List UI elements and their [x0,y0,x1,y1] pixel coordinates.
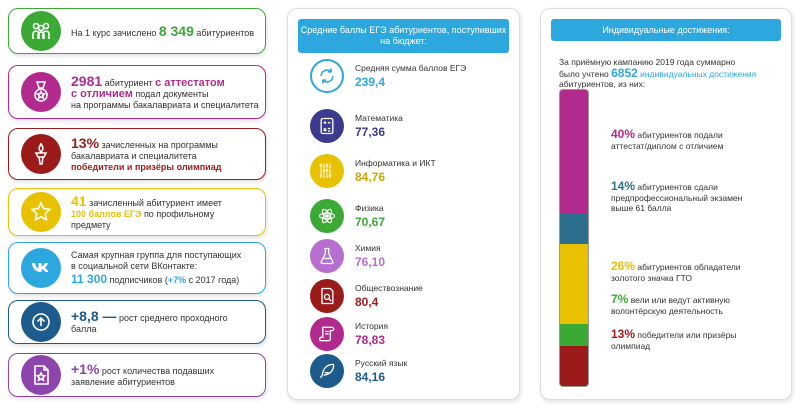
bar-segment [560,90,588,213]
subject-score: 239,4 [355,75,386,89]
atom-icon [310,199,344,233]
subject-total: Средняя сумма баллов ЕГЭ 239,4 [310,59,510,93]
subject-score: 76,10 [355,255,386,269]
subject-score: 84,16 [355,370,386,384]
vk-icon [21,248,61,288]
hundred-points-text: 41 зачисленный абитуриент имеет 100 балл… [71,192,222,230]
exam-scores-panel: Средние баллы ЕГЭ абитуриентов, поступив… [287,8,520,400]
bar-segment [560,324,588,346]
subject-social: Обществознание 80,4 [310,279,510,313]
feather-icon [310,354,344,388]
people-icon [21,11,61,51]
bar-segment [560,244,588,324]
subject-physics: Физика 70,67 [310,199,510,233]
subject-score: 84,76 [355,170,386,184]
subject-history: История 78,83 [310,317,510,351]
achievement-volunteer: 7% вели или ведут активную волонтёрскую … [611,292,730,316]
torch-icon [21,134,61,174]
svg-text:1001: 1001 [320,169,332,175]
enrolled-text: На 1 курс зачислено 8 349 абитуриентов [71,22,255,39]
subject-label: История [355,321,388,331]
book-search-icon [310,279,344,313]
medal-icon [21,72,61,112]
svg-text:0110: 0110 [320,174,332,180]
subject-label: Физика [355,203,384,213]
flask-icon [310,239,344,273]
honors-card: 2981 абитуриент с аттестатом с отличием … [8,65,266,119]
subject-score: 77,36 [355,125,386,139]
subject-informatics: 0101 1001 0110 Информатика и ИКТ 84,76 [310,154,510,188]
subject-score: 80,4 [355,295,379,309]
honors-text: 2981 абитуриент с аттестатом с отличием … [71,72,259,110]
scroll-icon [310,317,344,351]
achievements-intro: За приёмную кампанию 2019 года суммарно … [559,57,757,89]
applications-text: +1% рост количества подавших заявление а… [71,361,215,387]
bar-segment [560,346,588,386]
subject-label: Химия [355,243,381,253]
subject-score: 78,83 [355,333,386,347]
subject-score: 70,67 [355,215,386,229]
exam-scores-header: Средние баллы ЕГЭ абитуриентов, поступив… [298,19,509,53]
subject-label: Информатика и ИКТ [355,158,436,168]
olympiad-card: 13% зачисленных на программы бакалавриат… [8,128,266,180]
hundred-points-card: 41 зачисленный абитуриент имеет 100 балл… [8,188,266,236]
vk-group-text: Самая крупная группа для поступающих в с… [71,250,242,286]
vk-group-card: Самая крупная группа для поступающих в с… [8,242,266,294]
refresh-icon [310,59,344,93]
subject-chemistry: Химия 76,10 [310,239,510,273]
svg-text:0101: 0101 [320,164,332,170]
bar-outline [559,89,589,387]
achievements-panel: Индивидуальные достижения: За приёмную к… [540,8,792,400]
achievement-honors: 40% абитуриентов подали аттестат/диплом … [611,127,724,151]
subject-label: Русский язык [355,358,408,368]
passing-score-card: +8,8 — рост среднего проходного балла [8,300,266,344]
achievement-olympiad: 13% победители или призёры олимпиад [611,327,737,351]
bar-segment [560,213,588,244]
applications-card: +1% рост количества подавших заявление а… [8,353,266,397]
subject-label: Обществознание [355,283,423,293]
subject-russian: Русский язык 84,16 [310,354,510,388]
achievements-header: Индивидуальные достижения: [551,19,781,41]
subject-math: Математика 77,36 [310,109,510,143]
subject-label: Средняя сумма баллов ЕГЭ [355,63,467,73]
achievement-gto: 26% абитуриентов обладатели золотого зна… [611,259,741,283]
olympiad-text: 13% зачисленных на программы бакалавриат… [71,134,222,172]
achievement-preprof: 14% абитуриентов сдали предпрофессиональ… [611,179,743,213]
passing-score-text: +8,8 — рост среднего проходного балла [71,308,228,334]
binary-icon: 0101 1001 0110 [310,154,344,188]
enrolled-card: На 1 курс зачислено 8 349 абитуриентов [8,8,266,54]
document-star-icon [21,355,61,395]
star-icon [21,192,61,232]
arrow-up-icon [21,302,61,342]
subject-label: Математика [355,113,403,123]
calculator-icon [310,109,344,143]
